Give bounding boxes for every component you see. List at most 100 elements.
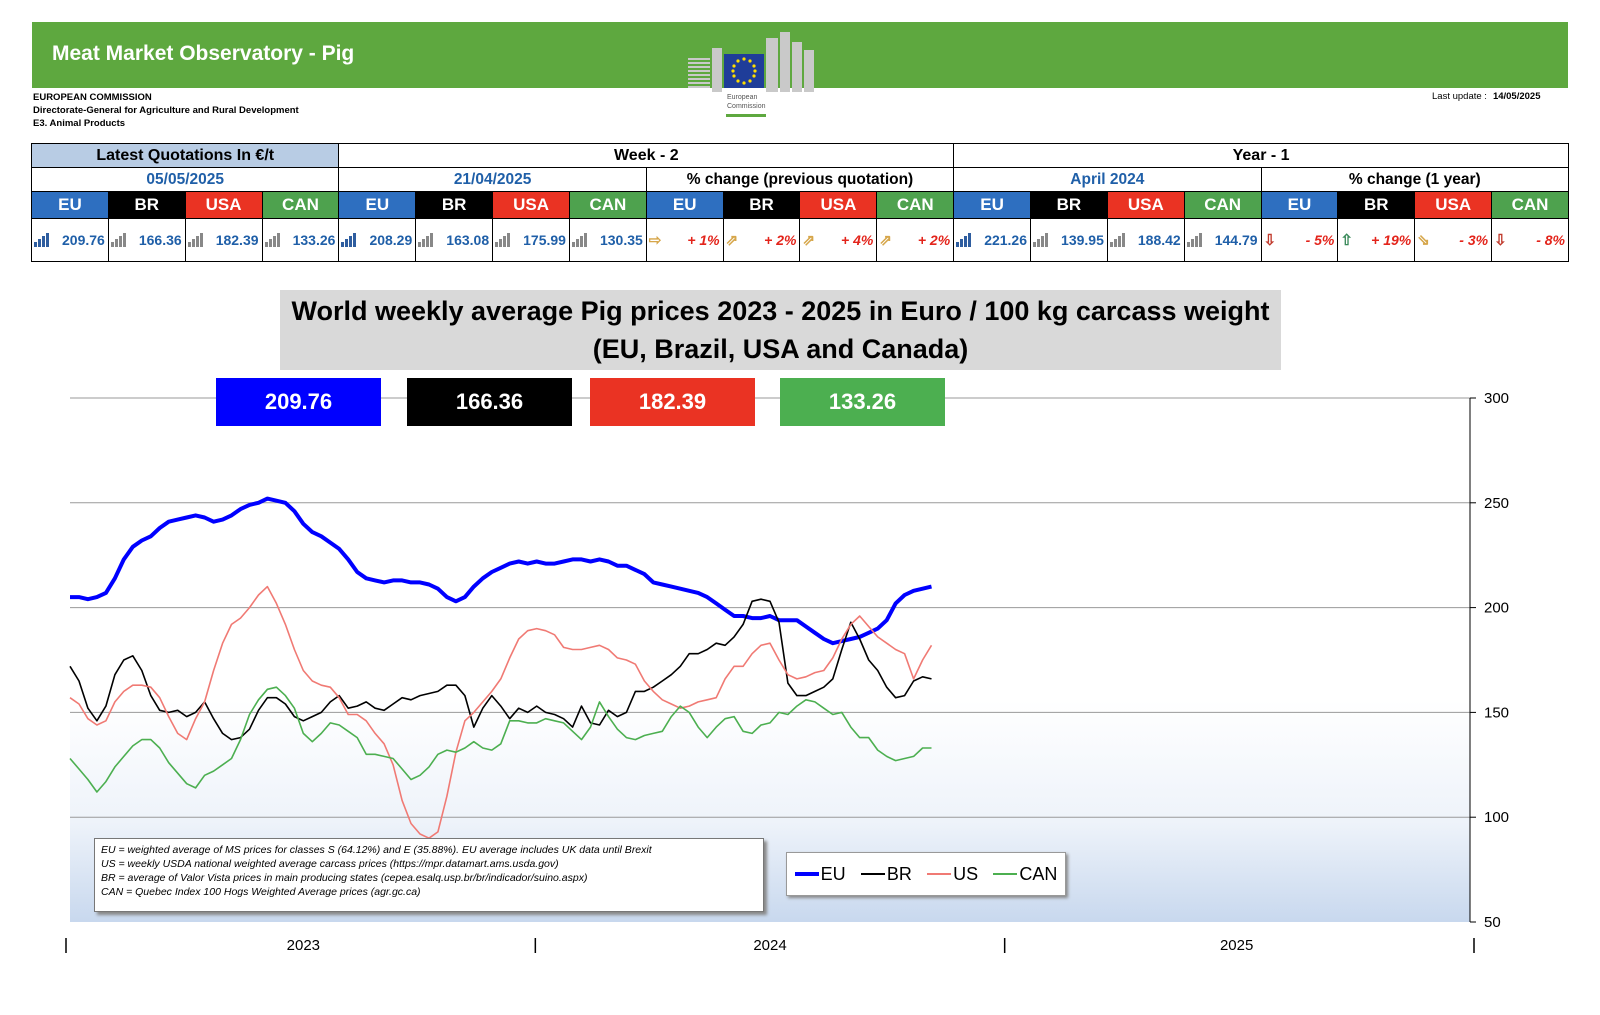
latest-values-cell: 182.39 (184, 218, 263, 262)
quotations-table: Latest Quotations In €/t Week - 2 Year -… (30, 143, 1569, 262)
pct-year-cell: ⇧ + 19% (1337, 218, 1416, 262)
y-tick-label: 200 (1484, 600, 1509, 617)
region-header-can: CAN (261, 191, 340, 219)
x-tick-label: 2024 (753, 937, 786, 954)
arrow-down-icon: ⇩ (1263, 232, 1277, 249)
note-line: EU = weighted average of MS prices for c… (101, 844, 652, 856)
pct-prev-cell: ⇗ + 2% (722, 218, 801, 262)
legend-label: BR (886, 863, 912, 884)
price-value: 188.42 (1137, 232, 1181, 248)
year1-date: April 2024 (953, 167, 1262, 192)
latest-values-cell: 166.36 (107, 218, 186, 262)
year1-values-cell: 188.42 (1106, 218, 1185, 262)
percent-change: + 4% (841, 232, 874, 248)
region-header-br: BR (415, 191, 494, 219)
org-line: E3. Animal Products (33, 118, 126, 129)
eu-current-value: 209.76 (216, 378, 381, 426)
pct-year-cell: ⇩ - 5% (1260, 218, 1339, 262)
org-line: Directorate-General for Agriculture and … (33, 105, 299, 116)
chart-subtitle: (EU, Brazil, USA and Canada) (592, 334, 969, 364)
organization-info: EUROPEAN COMMISSION Directorate-General … (33, 91, 299, 130)
arrow-right-icon: ⇨ (648, 232, 662, 249)
pct-year-cell: ⇘ - 3% (1414, 218, 1493, 262)
bar-chart-icon (341, 233, 357, 247)
percent-change: - 8% (1536, 232, 1565, 248)
year1-values-cell: 144.79 (1183, 218, 1262, 262)
chart-title: World weekly average Pig prices 2023 - 2… (291, 296, 1270, 326)
bar-chart-icon (418, 233, 434, 247)
legend-item-can: CAN (993, 864, 1057, 885)
percent-change: + 19% (1371, 232, 1412, 248)
arrow-up-icon: ⇧ (1340, 232, 1353, 249)
legend-item-br: BR (860, 863, 912, 885)
chart-title-box: World weekly average Pig prices 2023 - 2… (280, 290, 1281, 370)
page-title: Meat Market Observatory - Pig (52, 42, 355, 65)
region-header-usa: USA (184, 191, 263, 219)
latest-values-cell: 209.76 (31, 218, 109, 262)
percent-change: - 5% (1305, 232, 1335, 248)
price-value: 209.76 (62, 232, 105, 248)
last-update: Last update : 14/05/2025 (1432, 91, 1540, 102)
y-axis: 50 100 150 200 250 300 (1469, 390, 1509, 931)
legend-label: EU (820, 863, 846, 884)
pct-prev-header: % change (previous quotation) (645, 167, 955, 192)
can-current-value: 133.26 (780, 378, 945, 426)
last-update-value: 14/05/2025 (1492, 91, 1541, 102)
region-header-eu: EU (1260, 191, 1339, 219)
series-line-br (69, 598, 932, 741)
arrow-up-right-icon: ⇗ (725, 232, 739, 249)
region-header-eu: EU (645, 191, 724, 219)
region-header-eu: EU (953, 191, 1032, 219)
x-axis: 2023 2024 2025 (65, 937, 1475, 954)
pct-prev-cell: ⇨ + 1% (645, 218, 724, 262)
region-header-eu: EU (31, 191, 109, 219)
bar-chart-icon (571, 233, 587, 247)
series-line-can (69, 686, 932, 793)
latest-date: 05/05/2025 (30, 167, 340, 192)
pct-prev-cell: ⇗ + 2% (876, 218, 955, 262)
price-value: 208.29 (369, 232, 413, 248)
region-header-usa: USA (799, 191, 878, 219)
european-commission-logo: European Commission (682, 24, 824, 120)
region-header-can: CAN (1491, 191, 1569, 219)
pct-prev-cell: ⇗ + 4% (799, 218, 878, 262)
legend-label: US (953, 863, 979, 884)
org-line: EUROPEAN COMMISSION (33, 92, 152, 103)
price-value: 139.95 (1061, 232, 1104, 248)
source-notes: EU = weighted average of MS prices for c… (94, 838, 764, 912)
x-tick-label: 2023 (287, 937, 320, 954)
arrow-down-right-icon: ⇘ (1417, 232, 1430, 249)
note-line: BR = average of Valor Vista prices in ma… (101, 872, 588, 884)
region-header-usa: USA (492, 191, 570, 219)
y-tick-label: 100 (1484, 809, 1509, 826)
br-current-value: 166.36 (407, 378, 572, 426)
note-line: CAN = Quebec Index 100 Hogs Weighted Ave… (101, 886, 421, 898)
price-value: 163.08 (446, 232, 490, 248)
arrow-up-right-icon: ⇗ (879, 232, 892, 249)
series-line-usa (69, 585, 933, 840)
week2-values-cell: 208.29 (338, 218, 417, 262)
y-tick-label: 250 (1484, 495, 1509, 512)
price-value: 221.26 (984, 232, 1028, 248)
series-line-eu (70, 496, 932, 646)
legend-item-eu: EU (794, 863, 846, 885)
last-update-label: Last update : (1432, 91, 1487, 102)
price-value: 166.36 (138, 232, 182, 248)
percent-change: + 2% (917, 232, 951, 248)
legend-label: CAN (1019, 863, 1058, 884)
year1-header: Year - 1 (953, 143, 1569, 168)
price-value: 182.39 (215, 232, 259, 248)
region-header-br: BR (107, 191, 186, 219)
region-header-br: BR (722, 191, 801, 219)
week2-values-cell: 163.08 (415, 218, 494, 262)
svg-text:European: European (727, 94, 757, 101)
percent-change: + 1% (687, 232, 720, 248)
bar-chart-icon (956, 233, 972, 247)
legend-item-us: US (927, 864, 978, 885)
price-value: 175.99 (523, 232, 566, 248)
usa-current-value: 182.39 (590, 378, 755, 426)
bar-chart-icon (495, 233, 511, 247)
year1-values-cell: 139.95 (1030, 218, 1108, 262)
latest-quotations-header: Latest Quotations In €/t (30, 143, 340, 168)
